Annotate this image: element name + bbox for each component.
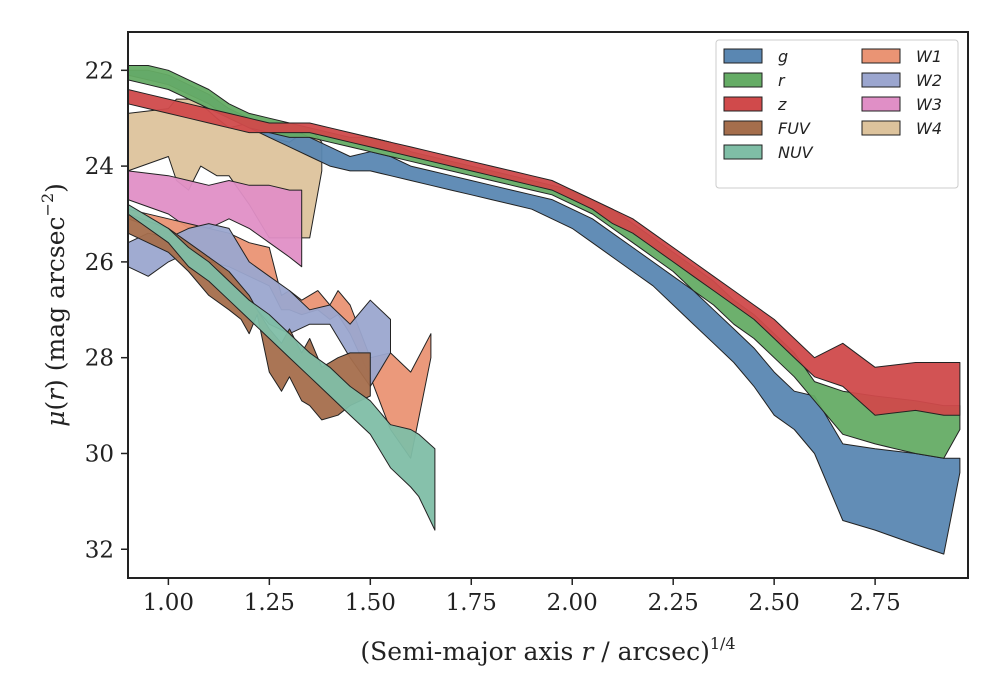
x-axis-ticks: 1.00 1.25 1.50 1.75 2.00 2.25 2.50 2.75 <box>143 578 901 616</box>
y-axis-label: μ(r) (mag arcsec−2) <box>38 183 70 427</box>
legend-label-w4: W4 <box>916 119 942 138</box>
legend-label-z: z <box>777 95 787 114</box>
legend-label-w1: W1 <box>916 47 942 66</box>
legend-label-r: r <box>778 71 786 90</box>
x-tick-label: 2.00 <box>547 590 598 616</box>
legend-label-g: g <box>778 47 788 66</box>
band-g <box>127 69 961 555</box>
legend-label-fuv: FUV <box>778 119 811 138</box>
x-tick-label: 1.25 <box>244 590 295 616</box>
x-axis-label: (Semi-major axis r / arcsec)1/4 <box>360 634 735 666</box>
legend-label-w2: W2 <box>916 71 942 90</box>
y-tick-label: 22 <box>85 58 114 84</box>
legend-swatch-fuv <box>723 120 763 136</box>
y-tick-label: 26 <box>85 250 114 276</box>
legend-swatch-z <box>723 96 763 112</box>
legend-swatch-w3 <box>861 96 901 112</box>
band-nuv <box>127 203 436 531</box>
legend: grz FUV NUV W1 W2 W3 W4 <box>715 39 959 189</box>
y-axis-ticks: 22 24 26 28 30 32 <box>85 58 128 563</box>
x-tick-label: 2.50 <box>749 590 800 616</box>
legend-label-nuv: NUV <box>778 143 814 162</box>
legend-swatch-nuv <box>723 144 763 160</box>
x-tick-label: 2.25 <box>648 590 699 616</box>
y-tick-label: 24 <box>85 154 114 180</box>
x-tick-label: 1.75 <box>446 590 497 616</box>
legend-swatch-w1 <box>861 48 901 64</box>
x-tick-label: 1.00 <box>143 590 194 616</box>
legend-swatch-g <box>723 48 763 64</box>
legend-swatch-w4 <box>861 120 901 136</box>
legend-swatch-w2 <box>861 72 901 88</box>
legend-label-w3: W3 <box>916 95 942 114</box>
x-tick-label: 1.50 <box>345 590 396 616</box>
band-z <box>127 89 961 416</box>
y-tick-label: 28 <box>85 346 114 372</box>
y-tick-label: 32 <box>85 537 114 563</box>
y-tick-label: 30 <box>85 441 114 467</box>
profile-bands <box>127 65 961 555</box>
legend-entries: grz FUV NUV W1 W2 W3 W4 <box>723 47 942 162</box>
legend-swatch-r <box>723 72 763 88</box>
x-tick-label: 2.75 <box>850 590 901 616</box>
plot-frame <box>127 31 969 579</box>
